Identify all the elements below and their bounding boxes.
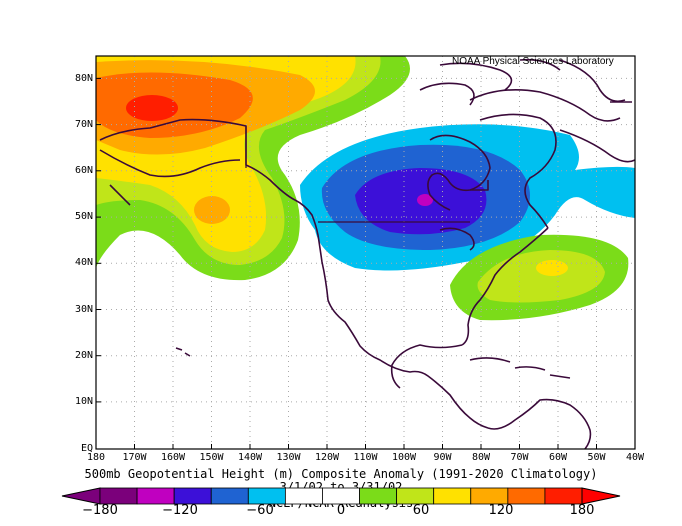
colorbar-swatch	[470, 487, 509, 505]
colorbar-swatch	[284, 487, 323, 505]
colorbar-swatch	[433, 487, 472, 505]
colorbar-tick-label: −180	[82, 503, 118, 518]
lat-label: 30N	[74, 304, 93, 315]
colorbar-arrow-right	[581, 487, 621, 505]
lon-label: 60W	[548, 452, 568, 463]
colorbar-swatch	[507, 487, 546, 505]
colorbar-tick-label: −60	[246, 503, 274, 518]
lon-label: 80W	[471, 452, 491, 463]
lon-label: 50W	[587, 452, 606, 463]
coastlines	[99, 58, 635, 449]
lon-label: 40W	[625, 452, 645, 463]
colorbar-tick-label: 60	[412, 503, 430, 518]
credit-label: NOAA Physical Sciences Laboratory	[452, 56, 614, 67]
lon-label: 90W	[433, 452, 452, 463]
colorbar-swatch	[322, 487, 360, 505]
lon-label: 140W	[237, 452, 263, 463]
lat-label: 60N	[74, 165, 93, 176]
colorbar-tick-label: 120	[488, 503, 514, 518]
colorbar-swatch	[99, 487, 138, 505]
colorbar-swatch	[136, 487, 175, 505]
lon-label: 120W	[314, 452, 340, 463]
lat-label: EQ	[80, 443, 93, 454]
positive-anomaly-bering	[96, 56, 410, 281]
colorbar-tick-label: 0	[336, 503, 346, 518]
colorbar-arrow-left	[61, 487, 101, 505]
axis-ticks	[96, 77, 597, 449]
colorbar-swatch	[396, 487, 435, 505]
lon-label: 150W	[199, 452, 224, 463]
lat-label: 70N	[74, 119, 93, 130]
lat-label: 10N	[74, 396, 93, 407]
lon-label: 100W	[391, 452, 417, 463]
lat-label: 50N	[74, 211, 93, 222]
lon-label: 170W	[122, 452, 147, 463]
colorbar-swatch	[210, 487, 249, 505]
lon-label: 180	[86, 452, 106, 463]
lat-label: 80N	[74, 73, 93, 84]
map-title: 500mb Geopotential Height (m) Composite …	[84, 467, 598, 481]
colorbar	[61, 487, 621, 505]
colorbar-swatch	[544, 487, 583, 505]
lat-label: 40N	[74, 257, 93, 268]
positive-anomaly-atlantic	[450, 234, 629, 321]
lon-label: 130W	[276, 452, 301, 463]
lat-label: 20N	[74, 350, 93, 361]
colorbar-tick-label: −120	[162, 503, 198, 518]
colorbar-tick-label: 180	[569, 503, 595, 518]
lon-label: 110W	[353, 452, 378, 463]
negative-anomaly-canada	[300, 124, 635, 271]
colorbar-swatch	[173, 487, 212, 505]
lon-label: 160W	[160, 452, 186, 463]
lon-label: 70W	[510, 452, 529, 463]
colorbar-swatch	[247, 487, 286, 505]
colorbar-swatch	[359, 487, 398, 505]
